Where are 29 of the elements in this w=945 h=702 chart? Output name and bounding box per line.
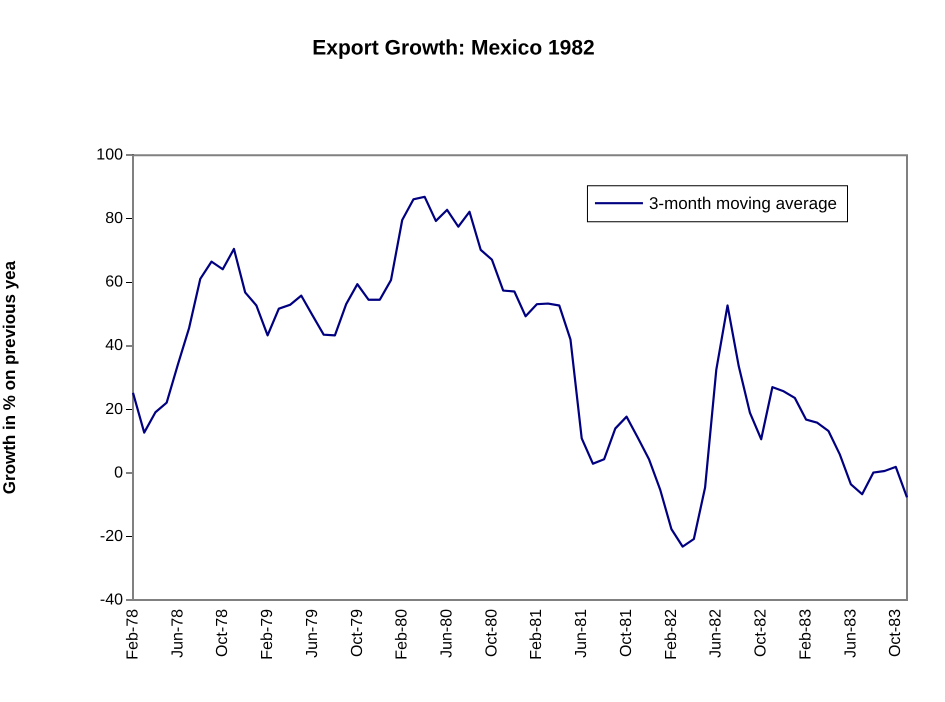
y-tick-label: 0 <box>114 464 124 482</box>
x-tick-label: Feb-82 <box>662 608 680 660</box>
y-tick-label: -20 <box>100 528 124 545</box>
x-tick-label: Oct-81 <box>618 608 635 658</box>
x-tick-label: Oct-78 <box>214 608 232 658</box>
y-tick-label: 20 <box>105 400 124 418</box>
y-tick-label: 40 <box>105 337 124 354</box>
legend-label: 3-month moving average <box>648 194 837 213</box>
x-tick-label: Oct-79 <box>348 608 366 658</box>
x-tick-label: Oct-82 <box>752 608 770 658</box>
y-tick-label: 100 <box>96 146 124 164</box>
x-tick-label: Feb-78 <box>124 608 142 660</box>
x-tick-label: Jun-80 <box>438 608 456 658</box>
x-tick-label: Jun-83 <box>842 608 860 658</box>
chart-title: Export Growth: Mexico 1982 <box>312 36 595 60</box>
x-tick-label: Jun-82 <box>708 608 725 658</box>
x-tick-label: Feb-80 <box>394 608 411 660</box>
x-tick-label: Jun-79 <box>304 608 321 658</box>
x-tick-label: Feb-79 <box>259 608 276 660</box>
x-tick-label: Jun-81 <box>573 608 590 658</box>
y-tick-label: -40 <box>100 591 124 608</box>
x-tick-label: Oct-83 <box>887 608 904 658</box>
x-tick-label: Feb-83 <box>797 608 814 660</box>
y-axis-title: Growth in % on previous yea <box>0 260 19 494</box>
x-tick-label: Feb-81 <box>528 608 546 660</box>
x-tick-label: Oct-80 <box>483 608 500 658</box>
x-tick-label: Jun-78 <box>169 608 186 658</box>
y-tick-label: 60 <box>105 274 124 291</box>
y-tick-label: 80 <box>105 210 124 228</box>
